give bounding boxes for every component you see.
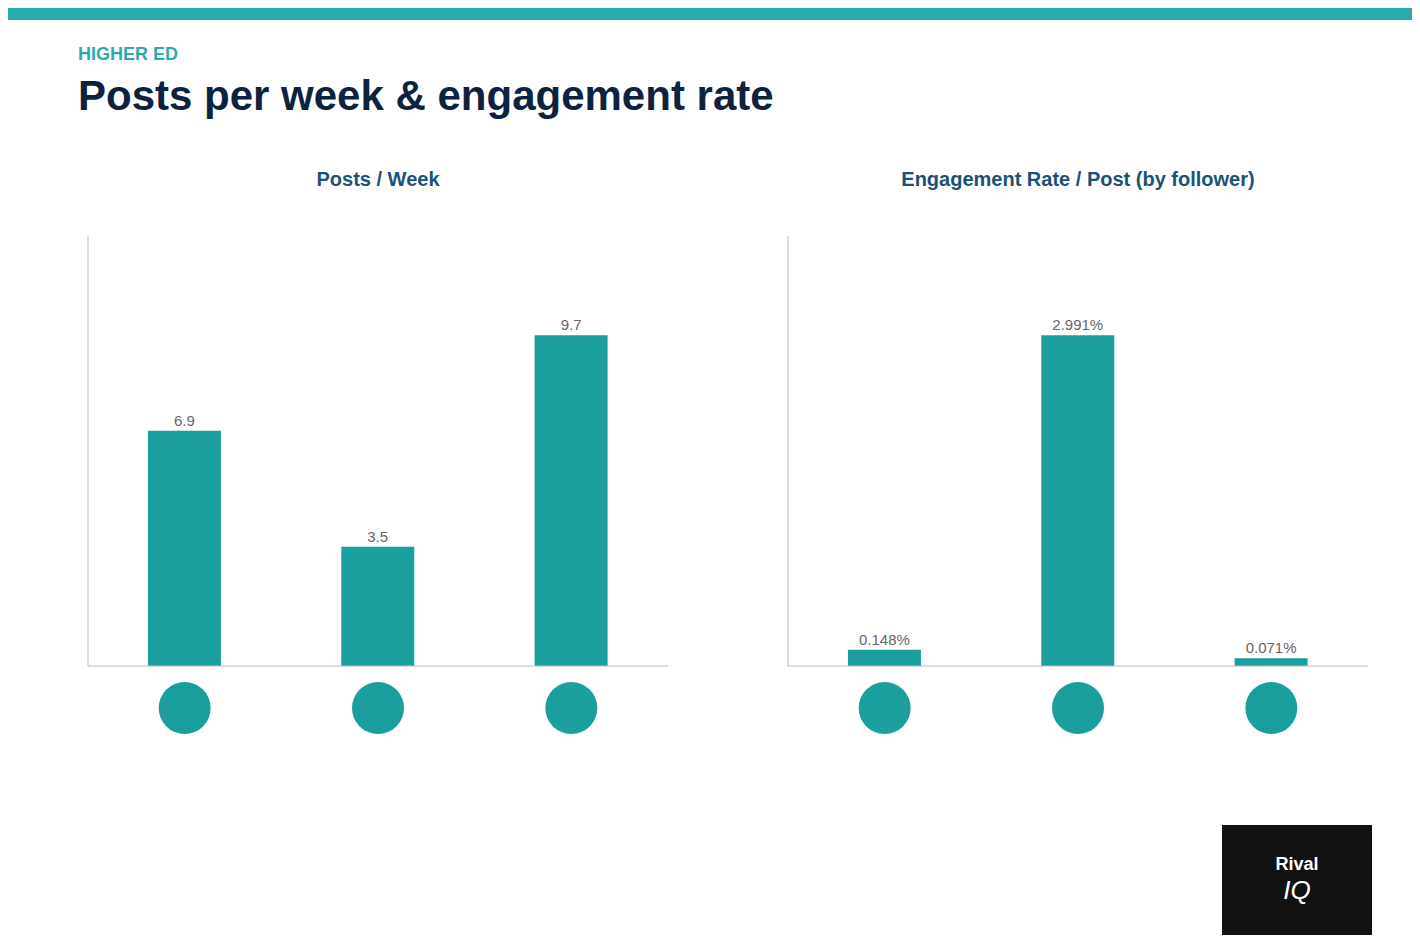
svg-text:2.991%: 2.991% <box>1052 316 1103 333</box>
html-text:HIGHER ED: HIGHER ED <box>78 44 178 64</box>
svg-text:6.9: 6.9 <box>174 412 195 429</box>
svg-text:9.7: 9.7 <box>561 316 582 333</box>
svg-text:3.5: 3.5 <box>367 528 388 545</box>
html-text:Rival: Rival <box>1275 854 1319 874</box>
html-text:Posts per week & engagement ra: Posts per week & engagement rate <box>78 72 774 119</box>
svg-text:0.071%: 0.071% <box>1246 639 1297 656</box>
html-text:Engagement Rate / Post (by fol: Engagement Rate / Post (by follower) <box>901 168 1255 190</box>
svg-text:0.148%: 0.148% <box>859 631 910 648</box>
html-text:Posts / Week: Posts / Week <box>316 168 440 190</box>
html-text:IQ: IQ <box>1283 875 1311 905</box>
